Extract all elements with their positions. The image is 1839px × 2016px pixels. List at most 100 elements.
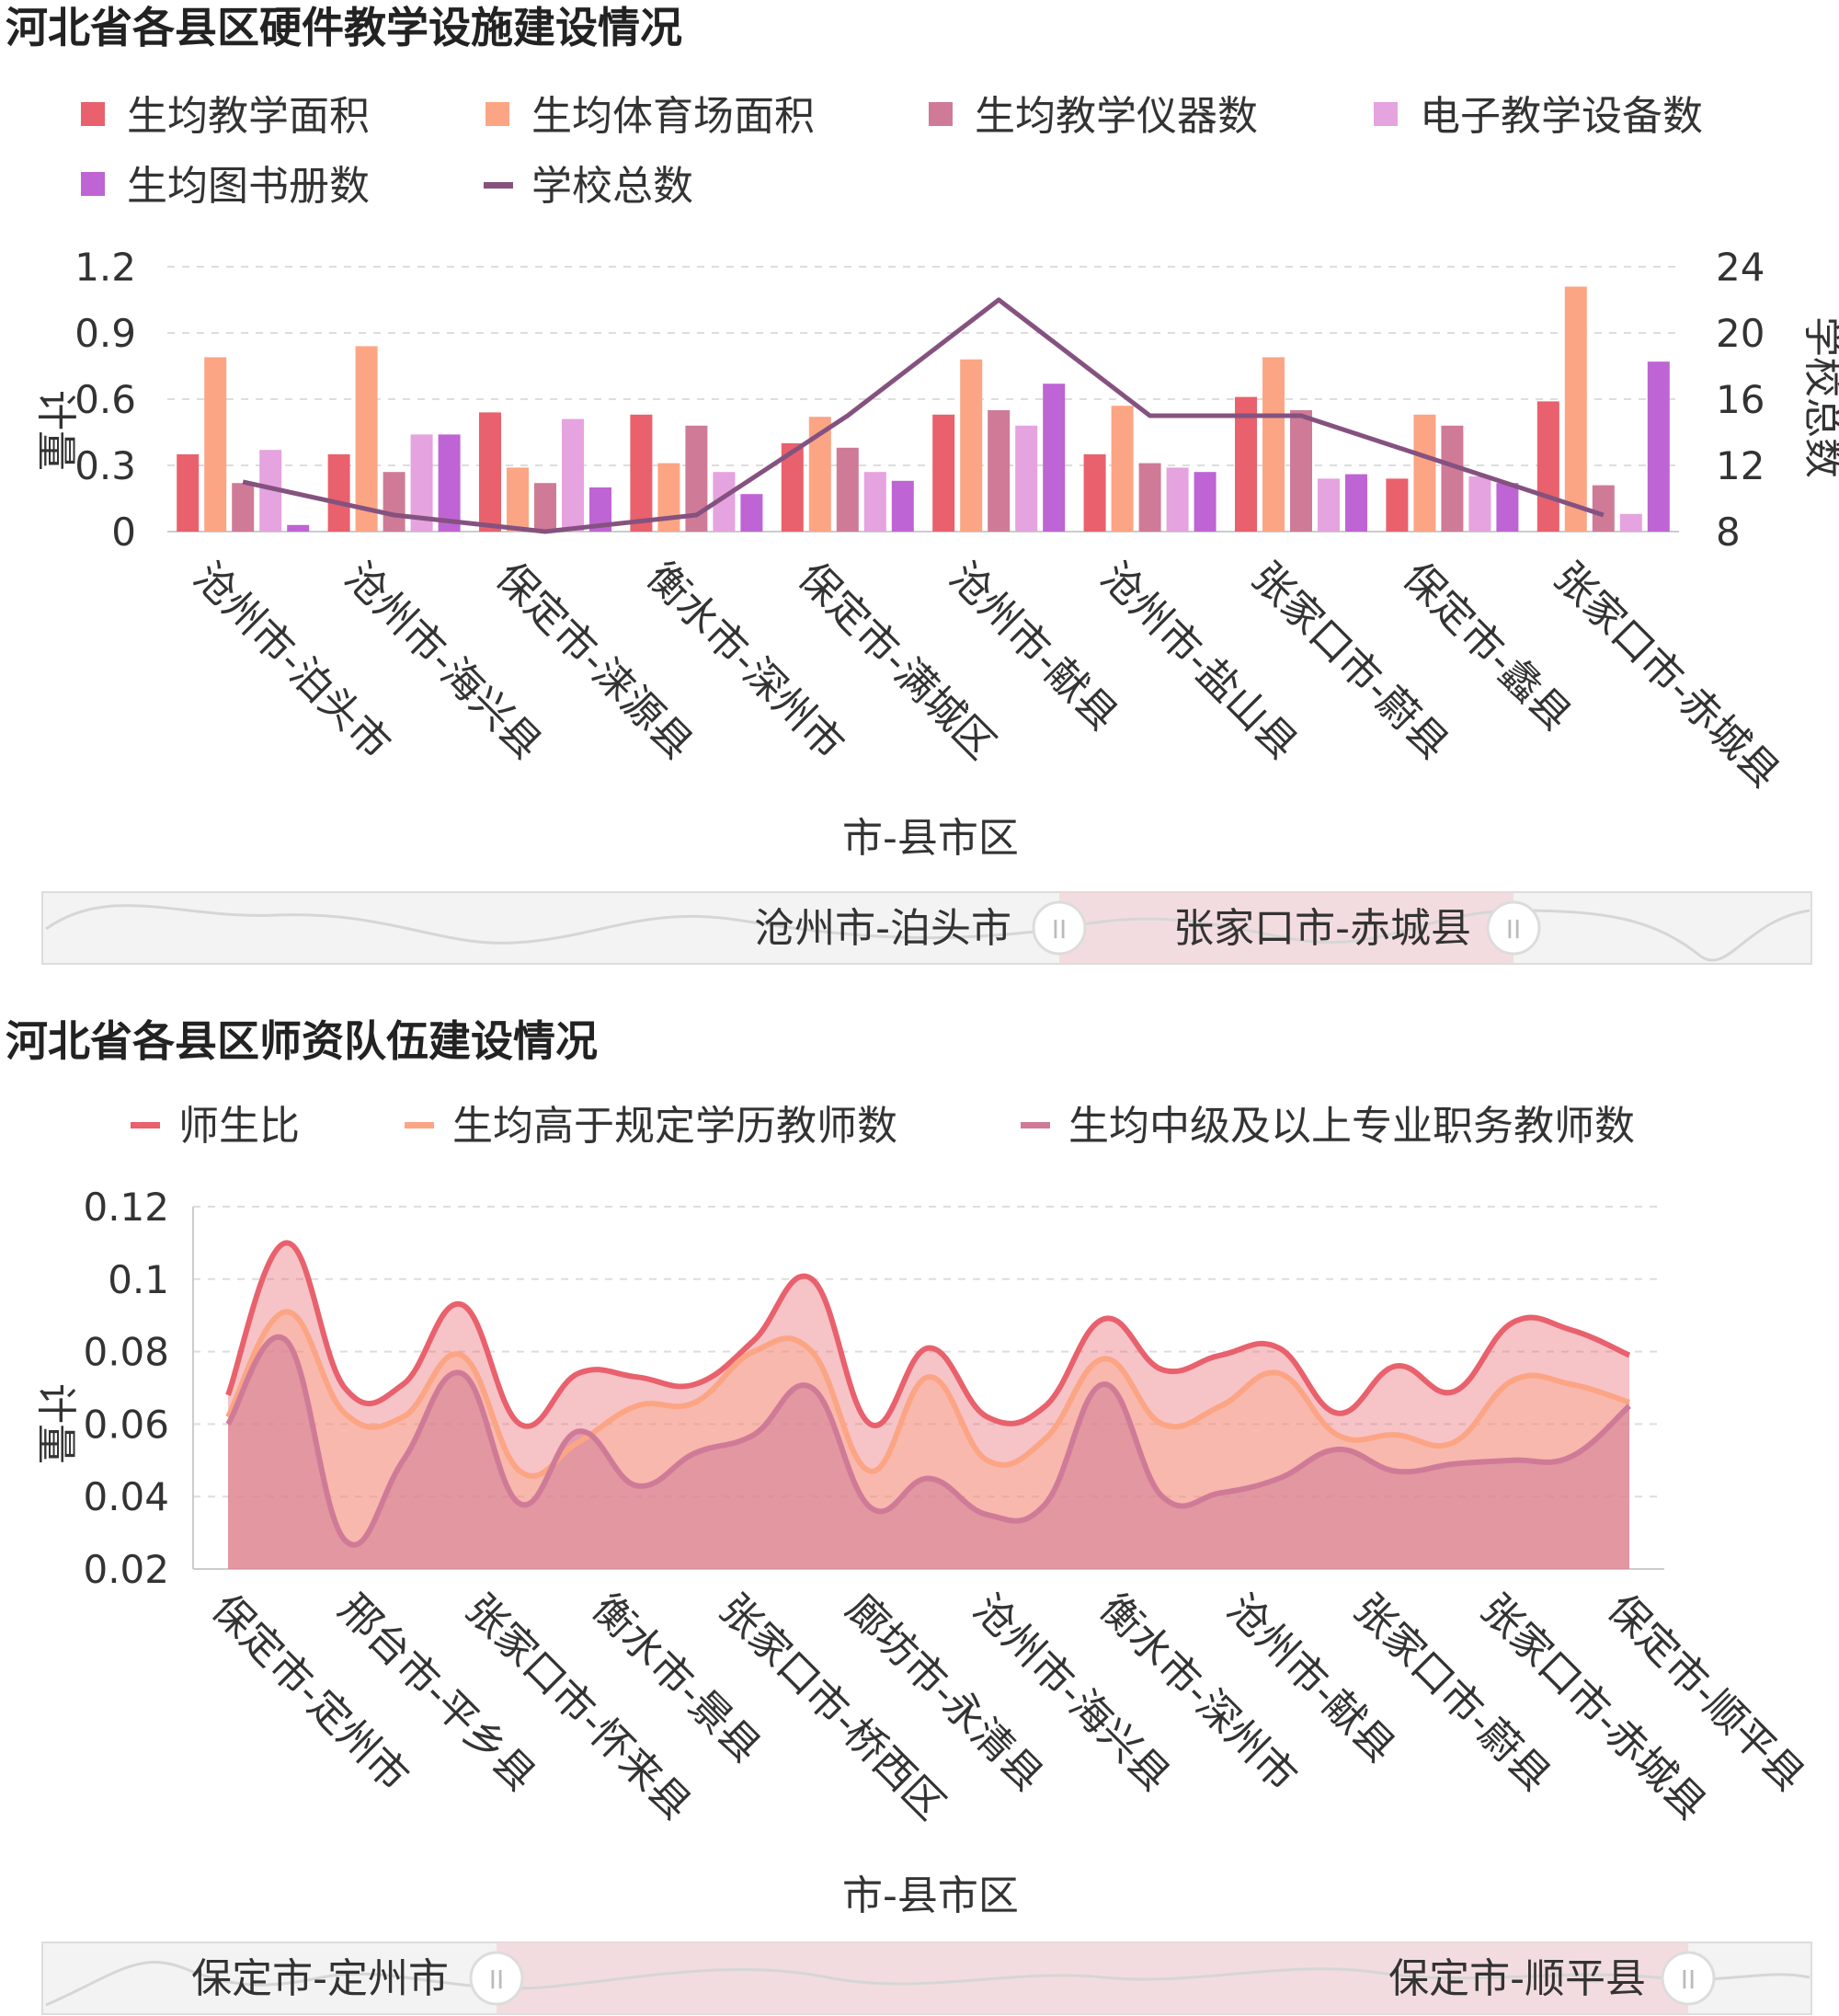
bar-sports-area bbox=[1413, 414, 1436, 532]
legend-label: 电子教学设备数 bbox=[1420, 93, 1703, 140]
y2-tick-label: 12 bbox=[1716, 443, 1765, 488]
bar-instruments bbox=[1138, 463, 1161, 532]
bar-sports-area bbox=[355, 346, 378, 532]
bar-sports-area bbox=[204, 357, 227, 532]
legend-line-swatch bbox=[484, 182, 513, 189]
zoom-handle-start[interactable] bbox=[1032, 900, 1087, 956]
bar-teaching-area bbox=[932, 414, 955, 532]
teacher-zoom-slider[interactable]: II II 保定市-定州市 保定市-顺平县 bbox=[41, 1942, 1812, 2015]
bar-electronic-devices bbox=[1619, 513, 1642, 532]
hardware-y-axis-ticks: 1.2 0.9 0.6 0.3 0 bbox=[74, 245, 136, 555]
legend-teacher-student-ratio[interactable]: 师生比 bbox=[131, 1103, 300, 1150]
bar-electronic-devices bbox=[1468, 476, 1491, 532]
legend-label: 学校总数 bbox=[531, 163, 693, 210]
bar-teaching-area bbox=[1235, 396, 1257, 532]
bar-sports-area bbox=[507, 467, 529, 532]
zoom-start-label: 沧州市-泊头市 bbox=[754, 905, 1011, 952]
zoom-handle-end[interactable] bbox=[1661, 1951, 1716, 2006]
legend-label: 师生比 bbox=[178, 1103, 300, 1150]
pause-icon: II bbox=[1052, 914, 1068, 945]
bar-instruments bbox=[232, 483, 255, 532]
bar-instruments bbox=[1441, 425, 1464, 532]
teacher-x-axis-labels: 保定市-定州市邢台市-平乡县张家口市-怀来县衡水市-景县张家口市-桥西区廊坊市-… bbox=[202, 1586, 1813, 1829]
x-tick-label: 张家口市-赤城县 bbox=[1545, 554, 1788, 797]
teacher-chart-legend: 师生比 生均高于规定学历教师数 生均中级及以上专业职务教师数 bbox=[131, 1103, 1635, 1150]
area-mid-senior-teachers bbox=[228, 1336, 1629, 1569]
y-tick-label: 0 bbox=[111, 510, 136, 555]
y-tick-label: 0.1 bbox=[108, 1257, 169, 1302]
x-tick-label: 张家口市-赤城县 bbox=[1471, 1586, 1715, 1829]
bar-sports-area bbox=[960, 359, 983, 532]
bar-electronic-devices bbox=[1166, 467, 1189, 532]
zoom-selected-range[interactable] bbox=[1059, 892, 1513, 964]
zoom-preview-line bbox=[45, 904, 1810, 962]
y2-tick-label: 16 bbox=[1716, 377, 1765, 422]
legend-line-swatch bbox=[131, 1122, 160, 1128]
bar-sports-area bbox=[657, 463, 680, 532]
y2-tick-label: 24 bbox=[1716, 245, 1765, 290]
legend-label: 生均高于规定学历教师数 bbox=[452, 1103, 897, 1150]
bar-books bbox=[740, 494, 763, 532]
x-tick-label: 张家口市-桥西区 bbox=[710, 1586, 954, 1829]
series-line-school-total bbox=[242, 297, 1605, 534]
legend-school-total[interactable]: 学校总数 bbox=[484, 163, 693, 210]
y-tick-label: 0.06 bbox=[83, 1402, 169, 1447]
y2-tick-label: 8 bbox=[1716, 510, 1741, 555]
hardware-chart: 河北省各县区硬件教学设施建设情况 生均教学面积 生均体育场面积 生均教学仪器数 电子教… bbox=[6, 3, 1839, 965]
legend-label: 生均教学面积 bbox=[127, 93, 370, 140]
bar-instruments bbox=[988, 410, 1011, 532]
bar-books bbox=[1496, 483, 1519, 532]
teacher-areas bbox=[225, 1240, 1632, 1569]
bar-teaching-area bbox=[1536, 401, 1559, 532]
y2-tick-label: 20 bbox=[1716, 311, 1765, 356]
bar-books bbox=[438, 434, 461, 532]
legend-swatch bbox=[81, 172, 105, 196]
zoom-start-label: 保定市-定州市 bbox=[191, 1955, 449, 2002]
zoom-handle-start[interactable] bbox=[469, 1951, 524, 2006]
bar-teaching-area bbox=[1083, 454, 1106, 532]
teacher-chart-title: 河北省各县区师资队伍建设情况 bbox=[6, 1016, 598, 1066]
pause-icon: II bbox=[1681, 1964, 1696, 1995]
legend-swatch bbox=[81, 102, 105, 126]
y-tick-label: 0.04 bbox=[83, 1474, 169, 1519]
zoom-handle-end[interactable] bbox=[1486, 900, 1541, 956]
bar-instruments bbox=[1592, 485, 1615, 532]
y-tick-label: 0.08 bbox=[83, 1330, 169, 1375]
bar-sports-area bbox=[1111, 406, 1134, 532]
legend-swatch bbox=[1374, 102, 1398, 126]
hardware-bars bbox=[177, 286, 1670, 532]
bar-teaching-area bbox=[479, 412, 501, 532]
legend-above-qualified-teachers[interactable]: 生均高于规定学历教师数 bbox=[405, 1103, 897, 1150]
bar-instruments bbox=[534, 483, 556, 532]
legend-teaching-area[interactable]: 生均教学面积 bbox=[81, 93, 370, 140]
bar-instruments bbox=[383, 472, 405, 532]
series-line-mid-senior-teachers bbox=[225, 1334, 1632, 1548]
hardware-x-axis-title: 市-县市区 bbox=[842, 815, 1019, 862]
hardware-zoom-slider[interactable]: II II 沧州市-泊头市 张家口市-赤城县 bbox=[41, 891, 1812, 965]
hardware-x-axis-labels: 沧州市-泊头市沧州市-海兴县保定市-涞源县衡水市-深州市保定市-满城区沧州市-献… bbox=[184, 554, 1788, 797]
legend-electronic-devices[interactable]: 电子教学设备数 bbox=[1374, 93, 1703, 140]
legend-books[interactable]: 生均图书册数 bbox=[81, 163, 370, 210]
teacher-chart: 河北省各县区师资队伍建设情况 师生比 生均高于规定学历教师数 生均中级及以上专业职务… bbox=[6, 1016, 1813, 2015]
x-tick-label: 张家口市-怀来县 bbox=[456, 1586, 700, 1829]
hardware-y2-axis-ticks: 24 20 16 12 8 bbox=[1716, 245, 1765, 555]
y-tick-label: 0.9 bbox=[74, 311, 136, 356]
teacher-y-axis-ticks: 0.12 0.1 0.08 0.06 0.04 0.02 bbox=[83, 1185, 169, 1592]
bar-sports-area bbox=[1564, 286, 1587, 532]
y-tick-label: 0.3 bbox=[74, 443, 136, 488]
bar-books bbox=[287, 524, 310, 532]
legend-mid-senior-teachers[interactable]: 生均中级及以上专业职务教师数 bbox=[1021, 1103, 1635, 1150]
legend-swatch bbox=[929, 102, 953, 126]
bar-books bbox=[1043, 384, 1066, 532]
bar-sports-area bbox=[1262, 357, 1285, 532]
bar-books bbox=[1194, 472, 1216, 532]
legend-sports-area[interactable]: 生均体育场面积 bbox=[485, 93, 815, 140]
y-tick-label: 0.6 bbox=[74, 377, 136, 422]
pause-icon: II bbox=[1506, 914, 1522, 945]
legend-instruments[interactable]: 生均教学仪器数 bbox=[929, 93, 1258, 140]
bar-electronic-devices bbox=[863, 472, 886, 532]
bar-instruments bbox=[836, 447, 859, 532]
y-tick-label: 0.02 bbox=[83, 1547, 169, 1592]
